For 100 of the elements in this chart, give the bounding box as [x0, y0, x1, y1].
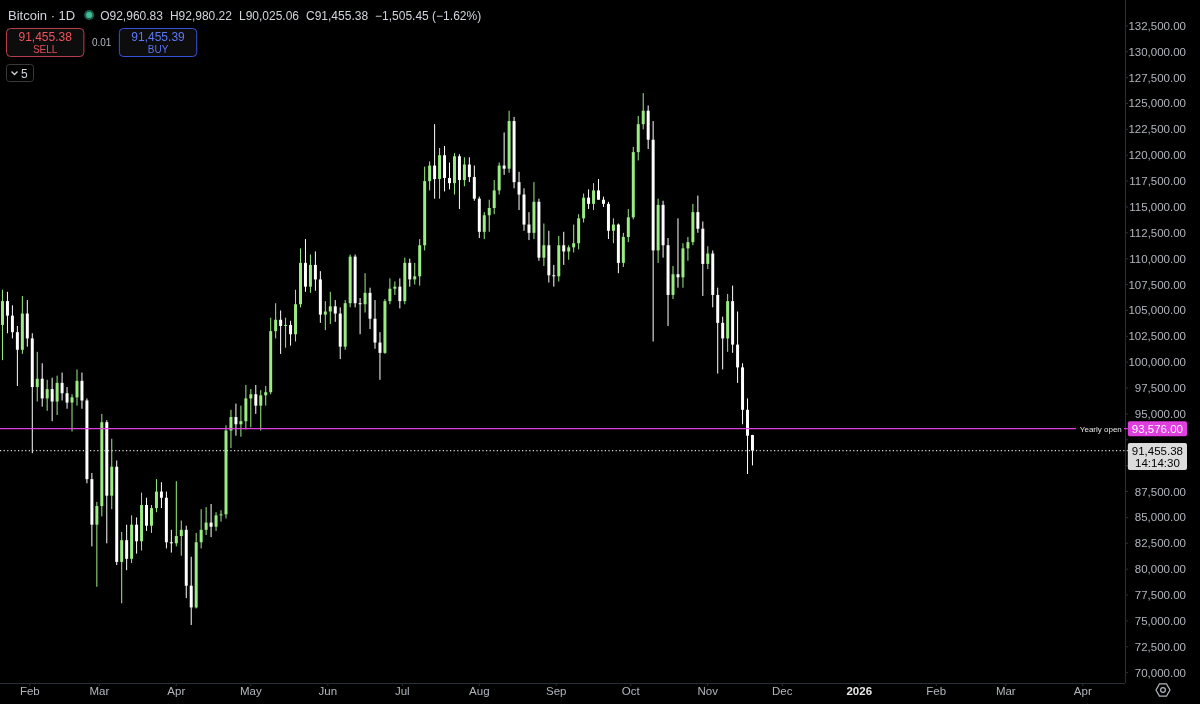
candlestick: [303, 238, 307, 293]
candlestick: [154, 478, 158, 513]
candlestick: [214, 511, 218, 532]
y-tick-label: 132,500.00: [1128, 19, 1186, 32]
x-tick-label: Jul: [394, 685, 410, 697]
x-tick-label: Oct: [621, 685, 641, 697]
candlestick: [502, 131, 506, 176]
candlestick: [388, 277, 392, 305]
candlestick: [626, 208, 630, 243]
candlestick: [10, 304, 14, 339]
candlestick: [254, 384, 258, 415]
candlestick: [378, 331, 382, 381]
candlestick: [308, 254, 312, 294]
candlestick: [572, 224, 576, 253]
candlestick: [358, 297, 362, 335]
x-tick-label: Mar: [89, 685, 110, 697]
candlestick: [641, 92, 645, 130]
y-tick-label: 112,500.00: [1129, 226, 1186, 239]
candlestick: [413, 262, 417, 286]
candlestick: [0, 289, 4, 361]
x-tick-label: May: [239, 685, 262, 697]
annotation: SELL: [32, 44, 58, 55]
candlestick: [174, 480, 178, 547]
x-tick-label: Apr: [1073, 685, 1092, 697]
candlestick: [120, 531, 124, 604]
candlestick: [313, 250, 317, 292]
annotation: L90,025.06: [238, 9, 300, 23]
candlestick: [393, 280, 397, 296]
y-tick-label: 102,500.00: [1128, 330, 1186, 343]
candlestick: [135, 516, 139, 555]
x-tick-label: Mar: [995, 685, 1016, 697]
y-tick-label: 77,500.00: [1134, 589, 1186, 602]
candlestick: [517, 171, 521, 211]
annotation: 91,455.38: [18, 30, 73, 44]
y-tick-label: 130,000.00: [1128, 45, 1186, 58]
candlestick: [750, 434, 754, 466]
candlestick: [70, 393, 74, 433]
candlestick: [150, 504, 153, 534]
x-tick-label: Jun: [318, 685, 338, 697]
candlestick: [462, 156, 466, 187]
candlestick: [333, 299, 337, 323]
annotation: 0.01: [91, 37, 112, 48]
x-tick-label: Feb: [19, 685, 40, 697]
candlestick: [40, 362, 44, 408]
candlestick: [592, 182, 596, 211]
candlestick: [671, 265, 675, 300]
ref-line-label: Yearly open: [1079, 424, 1122, 434]
candlestick: [467, 156, 471, 183]
candlestick: [289, 320, 293, 347]
candlestick: [363, 272, 367, 314]
candlestick: [125, 524, 129, 571]
candlestick: [552, 264, 556, 288]
candlestick: [448, 161, 451, 190]
y-tick-label: 87,500.00: [1134, 485, 1186, 498]
annotation: H92,980.22: [169, 9, 233, 23]
candlestick: [50, 377, 54, 422]
y-tick-label: 115,000.00: [1129, 200, 1186, 213]
y-tick-label: 107,500.00: [1128, 278, 1186, 291]
y-tick-label: 100,000.00: [1128, 356, 1186, 369]
candlestick: [189, 556, 193, 626]
candlestick: [706, 245, 710, 270]
candlestick: [55, 375, 59, 416]
y-tick-label: 82,500.00: [1134, 537, 1186, 550]
annotation: BUY: [147, 44, 169, 55]
candlestick: [323, 300, 327, 331]
candlestick: [204, 506, 208, 536]
candlestick: [65, 386, 69, 410]
candlestick: [284, 317, 288, 349]
candlestick: [587, 188, 591, 210]
y-tick-label: 72,500.00: [1134, 640, 1186, 653]
candlestick: [219, 509, 223, 523]
x-tick-label: Dec: [772, 685, 793, 697]
candlestick: [328, 291, 332, 325]
y-tick-label: 105,000.00: [1128, 304, 1186, 317]
candlestick: [169, 529, 173, 554]
candlestick: [443, 145, 447, 192]
text: 93,576.00: [1131, 422, 1184, 435]
candlestick: [472, 165, 476, 202]
y-tick-label: 95,000.00: [1134, 407, 1186, 420]
annotation: −1,505.45 (−1.62%): [375, 9, 482, 23]
candlestick: [736, 310, 740, 384]
candlestick: [562, 231, 566, 266]
candlestick: [179, 520, 183, 557]
candlestick: [159, 481, 163, 509]
y-tick-label: 120,000.00: [1128, 149, 1186, 162]
text: 91,455.38: [1131, 444, 1184, 457]
candlestick: [527, 211, 531, 241]
y-tick-label: 75,000.00: [1134, 614, 1186, 627]
candlestick: [597, 178, 600, 201]
candlestick: [487, 199, 491, 233]
x-tick-label: Aug: [469, 685, 490, 697]
candlestick: [15, 325, 19, 387]
text: 14:14:30: [1135, 456, 1180, 469]
candlestick: [229, 409, 233, 449]
y-tick-label: 70,000.00: [1134, 666, 1186, 679]
candlestick: [492, 179, 496, 215]
candlestick: [433, 123, 437, 200]
annotation: 5: [21, 66, 28, 81]
candlestick: [611, 217, 615, 244]
candlestick: [482, 211, 486, 240]
